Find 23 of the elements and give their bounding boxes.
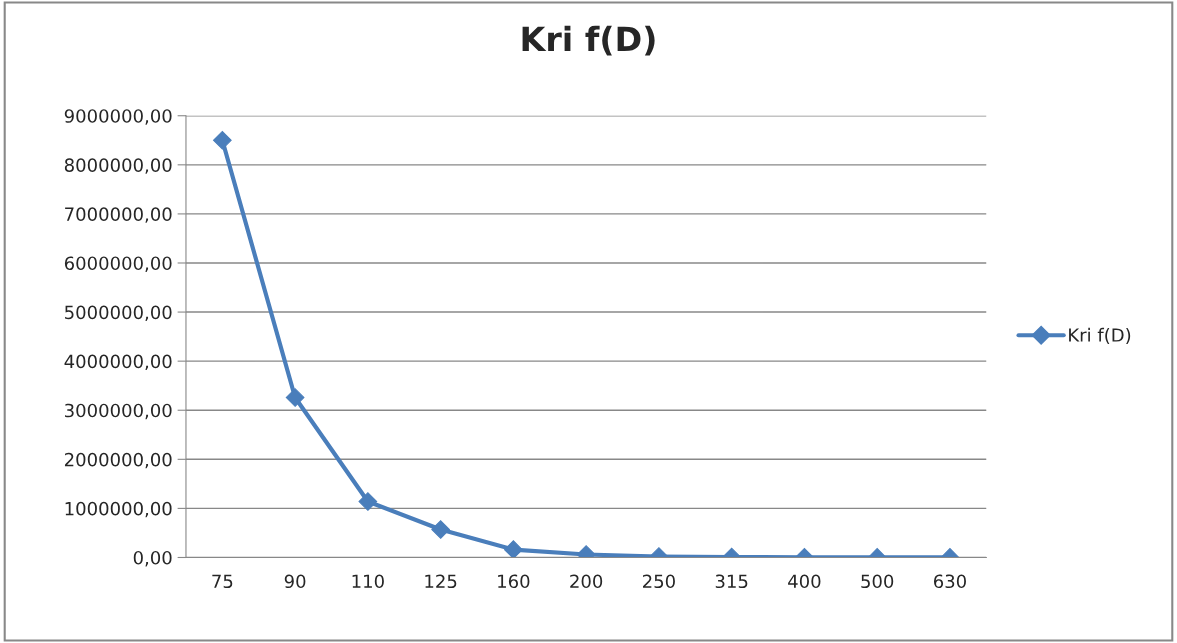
x-tick-label: 90	[284, 574, 306, 589]
legend-label: Kri f(D)	[1069, 327, 1131, 344]
x-tick-label: 500	[861, 574, 894, 589]
y-tick-label: 5000000,00	[65, 305, 172, 322]
y-tick-label: 3000000,00	[65, 403, 172, 420]
y-tick-label: 2000000,00	[64, 452, 172, 469]
y-tick-label: 4000000,00	[64, 354, 172, 371]
y-tick-label: 1000000,00	[65, 501, 172, 518]
x-tick-label: 160	[498, 574, 530, 589]
y-tick-label: 6000000,00	[64, 256, 172, 272]
x-tick-label: 75	[212, 574, 233, 589]
y-tick-label: 7000000,00	[65, 207, 172, 223]
x-tick-label: 110	[352, 574, 384, 589]
y-tick-label: 9000000,00	[64, 109, 172, 125]
chart-title: Kri f(D)	[522, 25, 655, 56]
x-tick-label: 315	[715, 574, 748, 589]
x-tick-label: 125	[425, 574, 457, 589]
x-tick-label: 400	[788, 574, 821, 589]
y-tick-label: 0,00	[133, 550, 172, 567]
x-tick-label: 630	[933, 574, 966, 589]
x-tick-label: 200	[570, 574, 603, 589]
y-tick-label: 8000000,00	[64, 158, 172, 174]
x-tick-label: 250	[643, 574, 675, 589]
